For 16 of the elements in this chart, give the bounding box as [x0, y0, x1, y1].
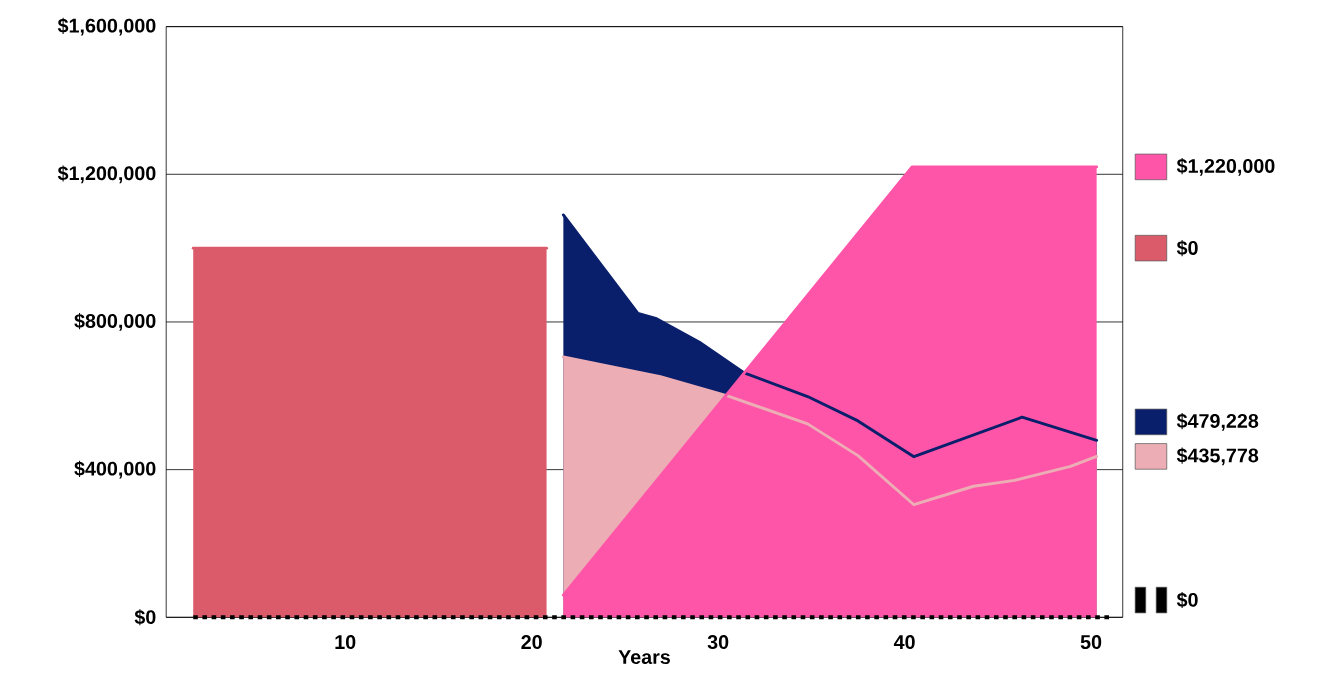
legend-label: $0: [1176, 239, 1198, 257]
legend-label: $479,228: [1176, 412, 1259, 431]
x-tick-label: 10: [335, 634, 356, 649]
legend-label: $0: [1176, 591, 1198, 608]
x-axis-title: Years: [618, 650, 670, 664]
y-tick-label: $800,000: [74, 312, 156, 331]
legend-label: $435,778: [1176, 447, 1259, 466]
y-tick-label: $1,200,000: [57, 165, 156, 183]
x-tick-label: 20: [521, 634, 542, 649]
x-tick-label: 50: [1080, 634, 1102, 649]
y-tick-label: $1,600,000: [57, 17, 156, 36]
y-tick-label: $0: [134, 609, 156, 626]
legend-label: $1,220,000: [1176, 157, 1275, 176]
y-tick-label: $400,000: [74, 460, 156, 479]
x-tick-label: 30: [707, 634, 729, 649]
x-tick-label: 40: [893, 634, 915, 649]
